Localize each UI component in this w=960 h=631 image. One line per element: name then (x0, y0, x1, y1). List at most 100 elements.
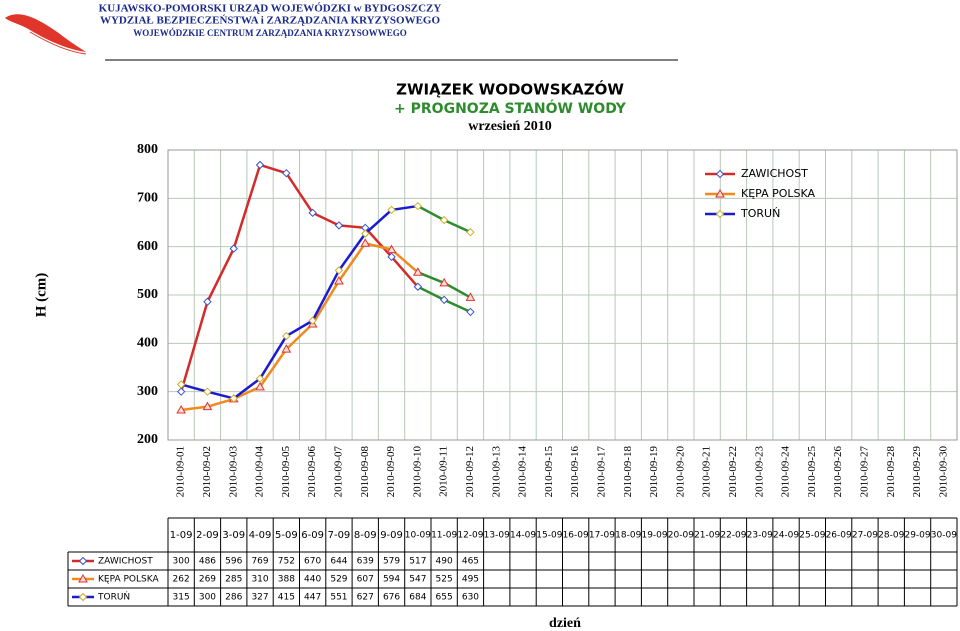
x-tick-label: 2010-09-01 (175, 446, 187, 497)
x-axis-label: dzień (549, 616, 581, 631)
table-cell: 630 (462, 593, 479, 603)
table-cell: 465 (462, 557, 479, 567)
legend-label: ZAWICHOST (741, 167, 808, 180)
table-cell: 627 (357, 593, 374, 603)
point (255, 381, 265, 391)
x-tick-label: 2010-09-29 (911, 446, 923, 498)
y-tick-label: 600 (137, 239, 158, 254)
table-cell: 440 (304, 575, 321, 585)
table-column-label: 30-09 (931, 531, 957, 541)
y-tick-label: 300 (137, 384, 158, 399)
table-cell: 579 (383, 557, 400, 567)
x-tick-label: 2010-09-22 (727, 446, 739, 497)
table-column-label: 5-09 (275, 530, 298, 541)
table-cell: 310 (251, 575, 268, 585)
table-cell: 327 (251, 593, 268, 603)
table-column-label: 26-09 (826, 531, 852, 541)
table-cell: 670 (304, 557, 321, 567)
x-tick-label: 2010-09-16 (569, 446, 581, 498)
point (466, 227, 475, 237)
x-tick-label: 2010-09-04 (254, 446, 266, 498)
chart-subtitle: + PROGNOZA STANÓW WODY (394, 99, 627, 117)
table-column-label: 27-09 (852, 531, 878, 541)
table-column-label: 10-09 (405, 531, 431, 541)
x-tick-label: 2010-09-30 (937, 446, 949, 498)
table-column-label: 29-09 (904, 531, 930, 541)
table-cell: 300 (173, 557, 190, 567)
table-column-label: 1-09 (170, 530, 193, 541)
table-column-label: 24-09 (773, 531, 799, 541)
table-cell: 769 (251, 557, 268, 567)
table-column-label: 6-09 (301, 530, 324, 541)
table-column-label: 20-09 (668, 531, 694, 541)
x-tick-label: 2010-09-07 (332, 446, 344, 498)
x-tick-label: 2010-09-19 (648, 446, 660, 498)
point (281, 344, 292, 353)
table-column-label: 18-09 (615, 531, 641, 541)
table-cell: 486 (199, 557, 216, 567)
table-cell: 388 (278, 575, 295, 585)
point (361, 229, 370, 238)
point (715, 209, 725, 219)
logo (5, 14, 86, 52)
table-row-label: TORUŃ (97, 591, 130, 603)
x-tick-label: 2010-09-23 (753, 446, 765, 498)
point (715, 188, 725, 198)
point (387, 252, 396, 262)
table-row-label: ZAWICHOST (98, 557, 153, 567)
table-cell: 551 (330, 593, 347, 603)
table-column-label: 2-09 (196, 530, 219, 541)
table-cell: 447 (304, 593, 321, 603)
table-cell: 655 (436, 593, 453, 603)
point (413, 282, 423, 291)
table-cell: 596 (225, 557, 242, 567)
table-cell: 517 (409, 557, 426, 567)
x-tick-label: 2010-09-13 (490, 446, 502, 498)
table-column-label: 22-09 (720, 531, 746, 541)
table-cell: 607 (357, 575, 374, 585)
x-tick-label: 2010-09-08 (359, 446, 371, 498)
legend-label: TORUŃ (740, 207, 780, 220)
table-column-label: 3-09 (222, 530, 245, 541)
table-cell: 684 (409, 593, 426, 603)
chart-period: wrzesień 2010 (468, 119, 552, 134)
table-column-label: 4-09 (249, 530, 272, 541)
x-tick-label: 2010-09-17 (595, 446, 607, 498)
x-tick-label: 2010-09-20 (674, 446, 686, 498)
table-column-label: 28-09 (878, 531, 904, 541)
line (180, 241, 419, 412)
table-cell: 752 (278, 557, 295, 567)
table-column-label: 19-09 (641, 531, 667, 541)
table-column-label: 14-09 (510, 531, 536, 541)
point (203, 297, 212, 306)
table-cell: 490 (436, 557, 453, 567)
table-column-label: 12-09 (457, 531, 483, 541)
table-cell: 269 (199, 575, 216, 585)
table-column-label: 15-09 (536, 531, 562, 541)
point (203, 387, 212, 396)
point (386, 244, 397, 254)
point (466, 307, 475, 317)
plot-frame (167, 149, 958, 441)
point (282, 168, 291, 178)
point (176, 387, 186, 396)
x-tick-label: 2010-09-27 (858, 446, 870, 498)
x-tick-label: 2010-09-24 (780, 446, 792, 498)
x-tick-label: 2010-09-02 (201, 446, 213, 497)
point (360, 238, 371, 247)
point (308, 208, 317, 218)
table-column-label: 16-09 (563, 531, 589, 541)
table-cell: 285 (225, 575, 242, 585)
y-tick-label: 400 (137, 336, 158, 351)
x-tick-label: 2010-09-18 (622, 446, 634, 498)
y-tick-label: 500 (137, 287, 158, 302)
point (334, 275, 344, 285)
logo-stroke (29, 31, 87, 55)
y-tick-label: 800 (137, 142, 158, 157)
point (202, 401, 213, 411)
point (412, 267, 423, 276)
table-cell: 300 (199, 593, 216, 603)
line (179, 163, 419, 393)
x-tick-label: 2010-09-12 (464, 446, 476, 497)
point (282, 331, 291, 341)
